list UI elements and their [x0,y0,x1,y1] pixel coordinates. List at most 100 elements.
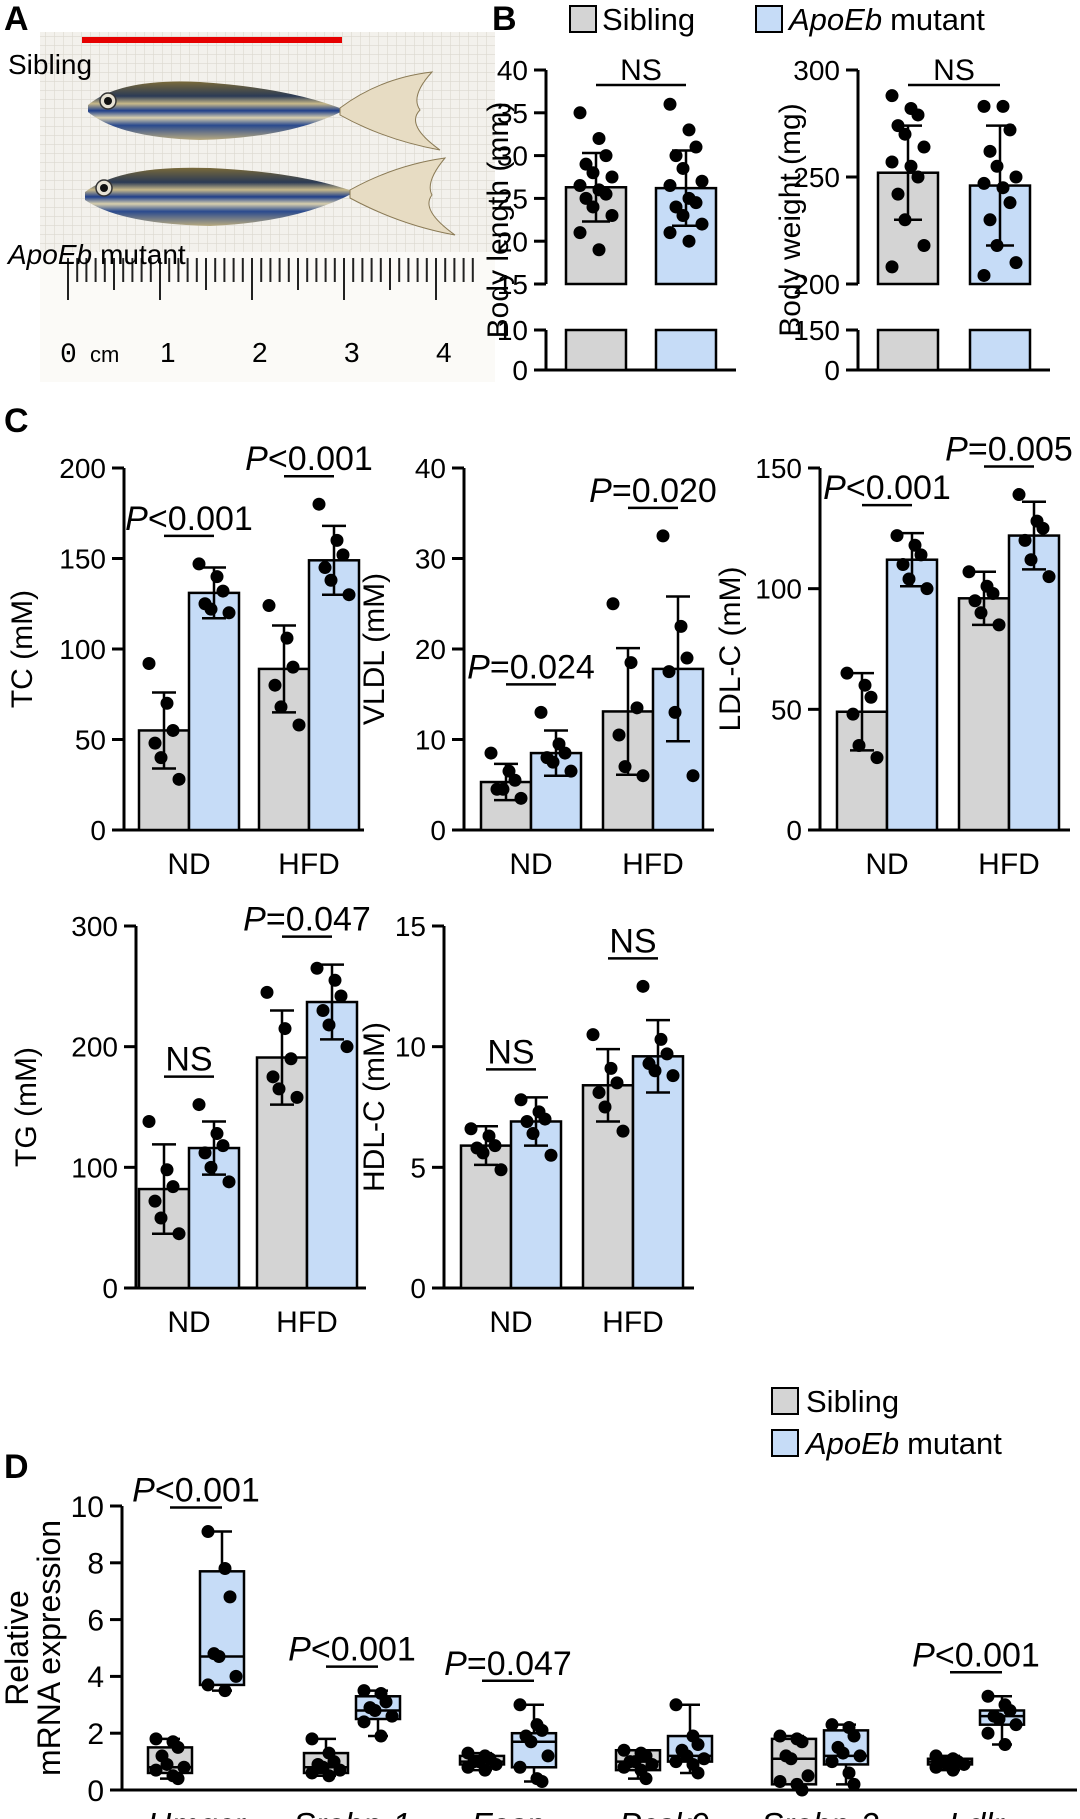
data-point [842,1766,856,1780]
data-point [154,751,168,765]
data-point [648,1064,662,1078]
data-point [489,1757,503,1771]
data-point [484,746,498,760]
x-tick-label-hfd: HFD [978,848,1040,881]
data-point [801,1769,815,1783]
significance-label-p: P [467,648,490,686]
data-point [204,602,218,616]
significance-label: NS [933,54,975,87]
data-point [216,1139,230,1153]
y-axis-tick-label: 0 [430,815,446,846]
data-point [201,1525,215,1539]
b-lower-tick-label: 0 [824,355,840,386]
data-point [340,1040,354,1054]
mutant-label: ApoEb mutant [6,239,186,270]
significance-label-p: P [444,1645,467,1683]
significance-label-value: <0.001 [935,1636,1040,1674]
data-point [977,268,991,282]
data-point [148,1194,162,1208]
data-point [680,651,694,665]
data-point [981,1726,995,1740]
significance-label-p: P [912,1636,935,1674]
data-point [160,1757,174,1771]
data-point [636,769,650,783]
panel-letter-a: A [4,0,29,38]
significance-label-p: P [823,469,846,507]
significance-label-value: <0.001 [148,500,253,538]
data-point [508,773,522,787]
significance-label: NS [620,54,662,87]
data-point [996,99,1010,113]
data-point [618,760,632,774]
y-axis-tick-label: 20 [415,634,446,665]
x-tick-label-hmgcr: Hmgcr [147,1806,246,1819]
data-point [592,243,606,257]
data-point [322,1018,336,1032]
data-point [374,1729,388,1743]
y-axis-tick-label: 0 [102,1273,118,1304]
data-point [148,736,162,750]
data-point [697,1752,711,1766]
b-upper-tick-label: 250 [793,162,840,193]
panel-letter-b: B [492,0,517,38]
data-point [996,181,1010,195]
ruler-label-3: 3 [344,337,360,368]
data-point [676,161,690,175]
y-axis-tick-label: 5 [410,1152,426,1183]
data-point [586,200,600,214]
data-point [946,1763,960,1777]
data-point [514,1093,528,1107]
data-point [668,705,682,719]
y-axis-tick-label: 0 [90,815,106,846]
ruler-label-4: 4 [436,337,452,368]
legend-bottom-sibling-swatch [771,1387,799,1415]
data-point [691,1766,705,1780]
data-point [983,144,997,158]
ruler-label-1: 1 [160,337,176,368]
data-point [312,497,326,511]
significance-label: NS [165,1041,212,1079]
data-point [992,1712,1006,1726]
data-point [268,678,282,692]
panel-letter-d: D [4,1448,29,1486]
b-lower-tick-label: 150 [793,315,840,346]
bar-lower-1 [654,328,718,372]
data-point [847,1729,861,1743]
y-axis-tick-label: 15 [395,911,426,942]
data-point [524,1735,538,1749]
data-point [773,1729,787,1743]
data-point [544,1148,558,1162]
significance-label-p: P [288,1631,311,1669]
data-point [911,170,925,184]
data-point [541,1749,555,1763]
data-point [274,700,288,714]
data-point [368,1703,382,1717]
data-point [520,1114,534,1128]
data-point [836,1746,850,1760]
data-point [885,260,899,274]
x-tick-label-srebp-1: Srebp-1 [293,1806,410,1819]
bar-hfd-mutant [1007,534,1061,832]
x-tick-label-nd: ND [865,848,908,881]
data-point [286,660,300,674]
data-point [488,1139,502,1153]
data-point [983,213,997,227]
significance-label: NS [609,922,656,960]
y-axis-tick-label: 50 [75,725,106,756]
y-axis-tick-label: 300 [71,911,118,942]
data-point [316,1003,330,1017]
y-axis-tick-label: 40 [415,453,446,484]
significance-label-value: =0.024 [490,648,595,686]
data-point [266,1070,280,1084]
data-point [840,666,854,680]
data-point [1024,553,1038,567]
data-point [654,1032,668,1046]
data-point [192,557,206,571]
data-point [482,1129,496,1143]
significance-label: NS [487,1033,534,1071]
data-point [305,1766,319,1780]
